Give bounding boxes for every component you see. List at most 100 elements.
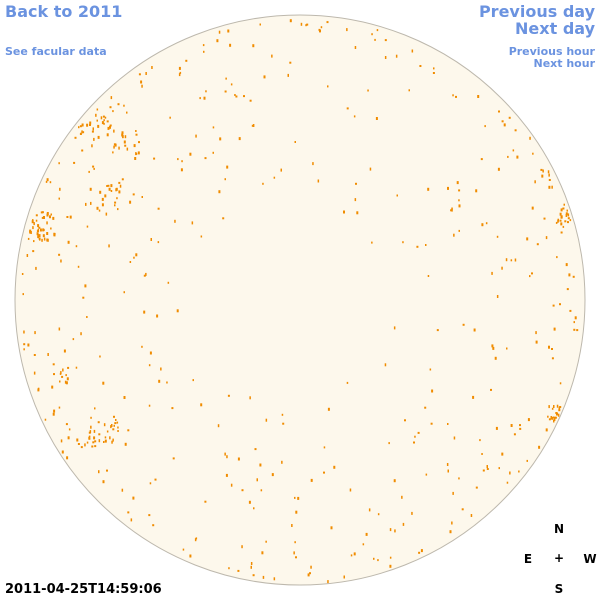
facula — [252, 44, 255, 48]
facula — [548, 173, 550, 177]
next-hour-link[interactable]: Next hour — [533, 57, 596, 70]
facula — [218, 190, 221, 194]
facula — [98, 209, 101, 212]
facula — [113, 129, 115, 133]
facula — [79, 125, 82, 128]
facula — [393, 326, 396, 330]
facula — [447, 423, 449, 425]
facula — [115, 419, 117, 421]
facula — [518, 470, 520, 473]
facula — [74, 136, 77, 139]
facula — [450, 209, 453, 212]
facula — [547, 415, 549, 418]
facula — [91, 144, 93, 148]
facula — [205, 90, 207, 93]
facula — [41, 216, 44, 219]
facula — [78, 126, 80, 129]
facula — [538, 445, 541, 449]
facula — [362, 543, 365, 546]
facula — [60, 439, 63, 443]
facula — [461, 508, 464, 511]
facula — [310, 565, 312, 569]
facula — [212, 151, 214, 154]
next-day-link[interactable]: Next day — [515, 19, 595, 38]
facula — [129, 261, 132, 263]
facula — [135, 130, 137, 132]
facula — [124, 135, 127, 139]
facula — [227, 29, 230, 33]
facula — [576, 329, 579, 332]
facula — [109, 125, 111, 129]
facula — [69, 215, 72, 219]
facula — [529, 136, 531, 140]
facula — [107, 184, 110, 187]
facula — [560, 208, 563, 212]
facula — [174, 219, 176, 223]
facula — [58, 327, 61, 331]
facula — [294, 541, 296, 544]
facula — [117, 426, 119, 429]
facula — [531, 272, 533, 275]
facula — [228, 567, 230, 570]
facula — [143, 310, 146, 314]
facula — [350, 554, 353, 557]
facula — [103, 423, 106, 427]
facula — [58, 197, 60, 200]
facula — [110, 96, 113, 100]
facula — [95, 113, 97, 117]
facula — [67, 436, 70, 440]
facula — [67, 366, 70, 369]
facula — [39, 237, 41, 241]
facula — [432, 72, 435, 74]
facula — [553, 327, 556, 331]
facula — [411, 49, 414, 53]
facula — [289, 19, 292, 23]
facula — [477, 95, 480, 98]
facula — [112, 110, 114, 113]
facula — [531, 206, 534, 210]
facula — [156, 314, 159, 318]
facula — [101, 121, 104, 125]
facula — [458, 229, 460, 232]
facula — [104, 439, 107, 443]
back-link[interactable]: Back to 2011 — [5, 2, 123, 21]
facula — [135, 253, 138, 257]
facula — [97, 421, 100, 424]
facula — [553, 405, 555, 408]
facula — [80, 332, 82, 336]
previous-hour-link[interactable]: Previous hour — [508, 45, 595, 58]
compass-north: N — [553, 522, 565, 536]
facula — [85, 202, 87, 206]
facula — [237, 457, 240, 461]
facula — [280, 168, 282, 172]
facula — [384, 56, 387, 59]
facula — [110, 184, 113, 188]
facula — [394, 529, 396, 533]
facula — [65, 423, 68, 426]
facula — [565, 214, 568, 217]
facular-link[interactable]: See facular data — [5, 45, 107, 58]
facula — [81, 123, 84, 127]
facula — [355, 182, 357, 185]
facula — [132, 193, 135, 196]
facula — [475, 189, 478, 193]
facula — [176, 309, 179, 313]
facula — [46, 213, 49, 217]
facula — [141, 84, 143, 88]
facula — [551, 357, 554, 360]
facula — [101, 203, 104, 207]
facula — [46, 221, 48, 225]
facula — [51, 385, 54, 389]
facula — [249, 99, 252, 102]
facula — [425, 473, 428, 476]
facula — [112, 428, 115, 431]
facula — [118, 181, 121, 184]
facula — [138, 73, 141, 76]
facula — [110, 425, 112, 429]
facula — [384, 39, 387, 42]
facula — [273, 577, 276, 581]
previous-day-link[interactable]: Previous day — [478, 2, 595, 21]
facula — [458, 477, 460, 480]
facula — [137, 151, 140, 155]
facula — [433, 67, 435, 70]
